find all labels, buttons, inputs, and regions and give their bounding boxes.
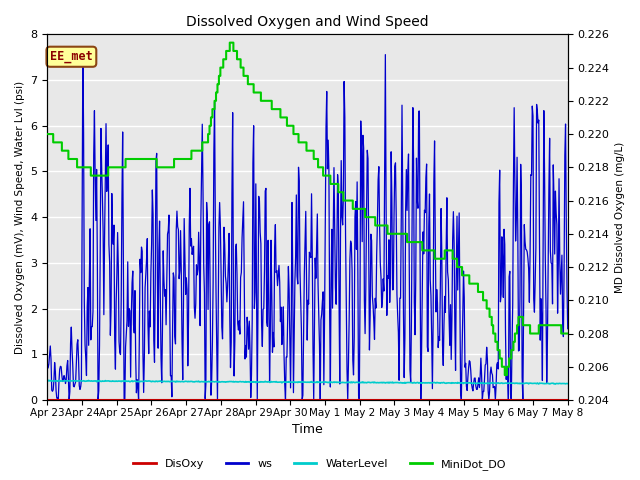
Text: EE_met: EE_met (50, 50, 93, 63)
Y-axis label: Dissolved Oxygen (mV), Wind Speed, Water Lvl (psi): Dissolved Oxygen (mV), Wind Speed, Water… (15, 81, 25, 354)
X-axis label: Time: Time (292, 423, 323, 436)
Title: Dissolved Oxygen and Wind Speed: Dissolved Oxygen and Wind Speed (186, 15, 429, 29)
Y-axis label: MD Dissolved Oxygen (mg/L): MD Dissolved Oxygen (mg/L) (615, 142, 625, 293)
Legend: DisOxy, ws, WaterLevel, MiniDot_DO: DisOxy, ws, WaterLevel, MiniDot_DO (129, 455, 511, 474)
